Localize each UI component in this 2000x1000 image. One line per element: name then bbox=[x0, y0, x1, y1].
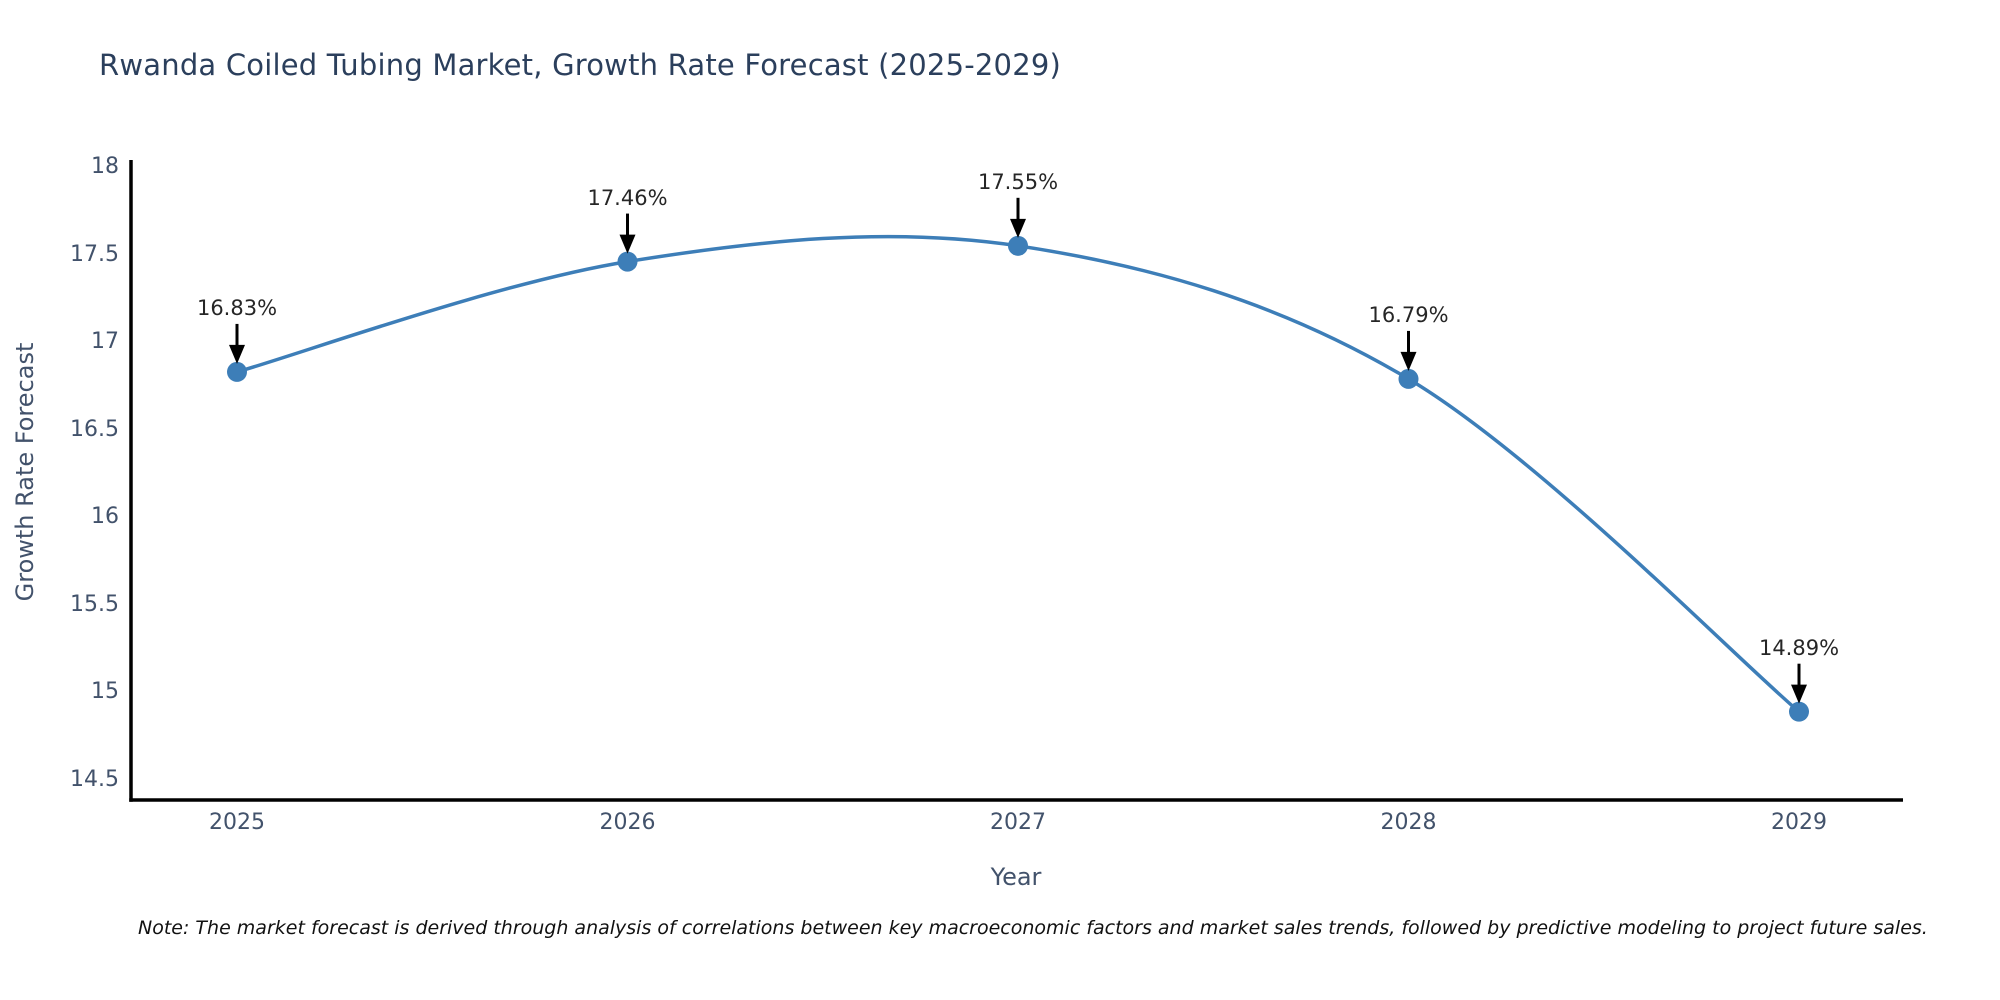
x-axis-title: Year bbox=[990, 863, 1042, 891]
y-tick-label: 16 bbox=[91, 504, 119, 530]
annotation-arrowhead-2026 bbox=[619, 234, 636, 254]
trend-line bbox=[235, 234, 1801, 714]
axes bbox=[129, 160, 1903, 802]
data-point-label: 17.55% bbox=[977, 169, 1059, 194]
y-tick-label: 17 bbox=[91, 329, 119, 355]
line-series bbox=[227, 234, 1809, 722]
footnote: Note: The market forecast is derived thr… bbox=[138, 917, 1928, 939]
annotation-arrowhead-2027 bbox=[1010, 218, 1026, 238]
x-tick-label: 2026 bbox=[599, 810, 656, 835]
annotation-arrowhead-2028 bbox=[1400, 351, 1417, 371]
annotation-arrows bbox=[229, 197, 1807, 704]
y-tick-label: 16.5 bbox=[70, 416, 119, 442]
annotation-arrowhead-2029 bbox=[1791, 684, 1807, 704]
annotation-arrowhead-2025 bbox=[229, 344, 245, 364]
data-point-label: 16.79% bbox=[1368, 302, 1449, 327]
data-point-marker-2026 bbox=[617, 251, 638, 272]
data-point-label: 16.83% bbox=[196, 295, 278, 320]
y-tick-label: 15 bbox=[91, 679, 119, 705]
y-tick-label: 15.5 bbox=[70, 591, 119, 617]
data-point-marker-2025 bbox=[227, 361, 247, 382]
data-point-marker-2029 bbox=[1789, 701, 1809, 722]
y-axis-title: Growth Rate Forecast bbox=[11, 342, 39, 602]
chart-title: Rwanda Coiled Tubing Market, Growth Rate… bbox=[99, 48, 1062, 82]
data-point-marker-2027 bbox=[1008, 235, 1028, 256]
x-tick-label: 2029 bbox=[1771, 810, 1827, 835]
x-tick-label: 2028 bbox=[1380, 810, 1437, 835]
data-point-label: 14.89% bbox=[1758, 635, 1840, 660]
x-tick-label: 2027 bbox=[990, 810, 1046, 835]
data-point-label: 17.46% bbox=[587, 185, 668, 210]
y-tick-label: 18 bbox=[91, 154, 119, 179]
data-point-marker-2028 bbox=[1398, 368, 1419, 389]
y-tick-label: 17.5 bbox=[70, 241, 119, 267]
x-tick-label: 2025 bbox=[209, 810, 265, 835]
y-tick-label: 14.5 bbox=[70, 766, 119, 792]
